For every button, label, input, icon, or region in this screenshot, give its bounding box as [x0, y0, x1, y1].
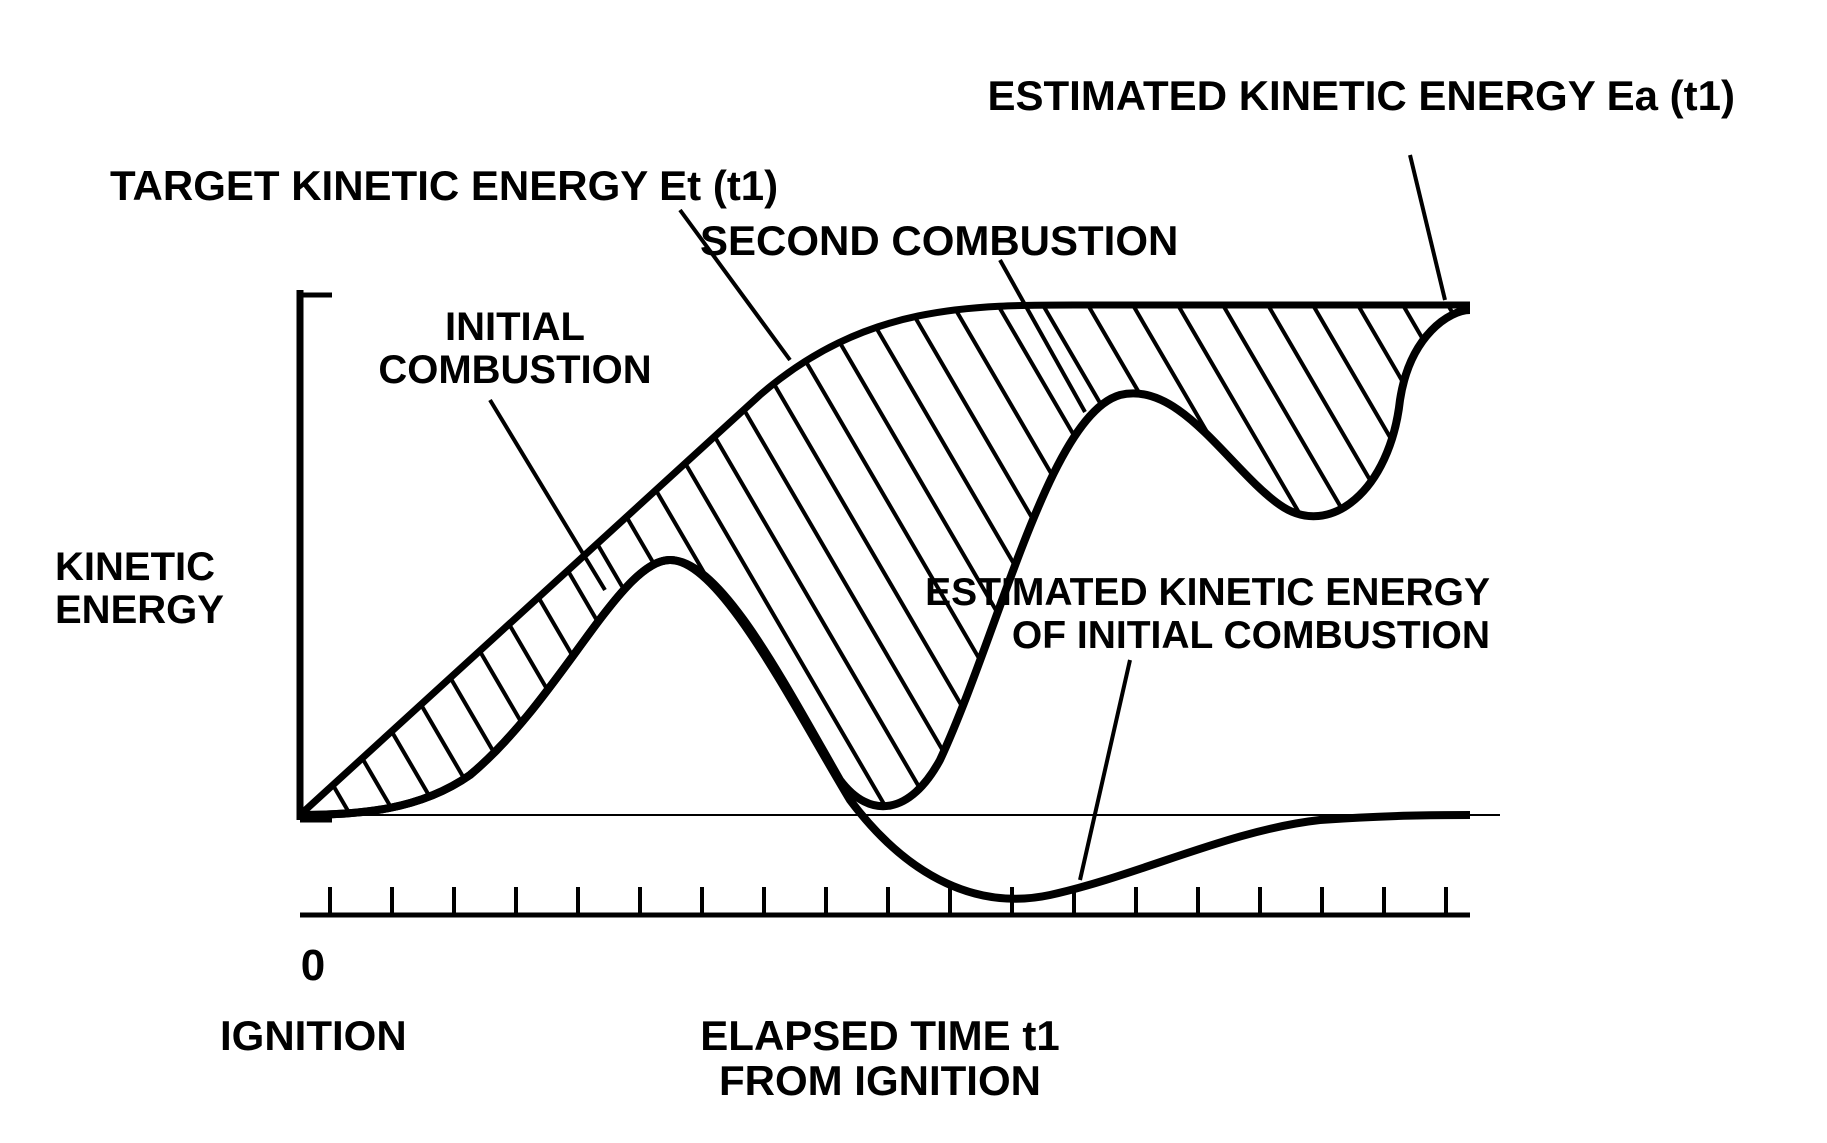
- label-estimated-ea: ESTIMATED KINETIC ENERGY Ea (t1): [987, 72, 1735, 119]
- diagram-svg: ESTIMATED KINETIC ENERGY Ea (t1) TARGET …: [0, 0, 1827, 1138]
- label-second-combustion: SECOND COMBUSTION: [700, 217, 1178, 264]
- y-axis: [300, 290, 332, 820]
- label-est-initial-line1: ESTIMATED KINETIC ENERGY: [925, 571, 1490, 614]
- label-initial-combustion-line2: COMBUSTION: [378, 348, 651, 392]
- x-axis-label-line2: FROM IGNITION: [719, 1057, 1041, 1104]
- label-initial-combustion-line1: INITIAL: [445, 305, 585, 349]
- label-ignition: IGNITION: [220, 1012, 407, 1059]
- label-target-et: TARGET KINETIC ENERGY Et (t1): [110, 162, 778, 209]
- x-axis-ticks: [300, 887, 1470, 915]
- x-axis-label-line1: ELAPSED TIME t1: [700, 1012, 1059, 1059]
- kinetic-energy-diagram: ESTIMATED KINETIC ENERGY Ea (t1) TARGET …: [0, 0, 1827, 1138]
- label-est-initial-line2: OF INITIAL COMBUSTION: [1012, 614, 1490, 657]
- y-axis-label-line2: ENERGY: [55, 588, 224, 632]
- label-zero: 0: [301, 941, 325, 990]
- y-axis-label-line1: KINETIC: [55, 545, 215, 589]
